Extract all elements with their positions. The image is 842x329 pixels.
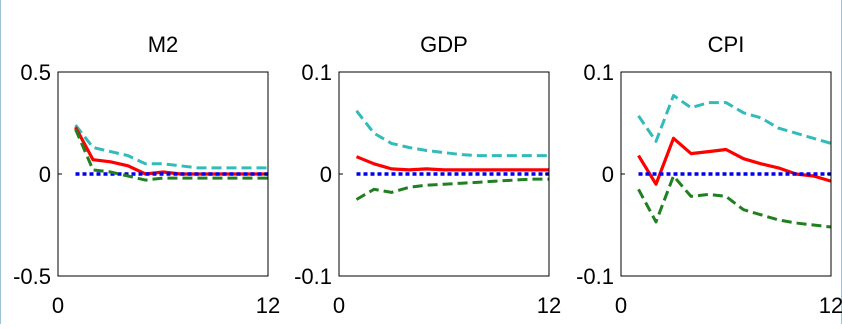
- y-tick-label: -0.1: [294, 264, 332, 289]
- series-line-upper: [637, 94, 832, 145]
- panel-title: CPI: [708, 32, 745, 57]
- series-line-upper: [74, 124, 268, 170]
- y-tick-label: 0: [39, 162, 51, 187]
- y-tick-label: 0: [320, 162, 332, 187]
- x-tick-label: 0: [52, 293, 64, 318]
- y-tick-label: 0.5: [20, 60, 51, 85]
- panel-title: M2: [148, 32, 179, 57]
- x-tick-label: 12: [256, 293, 280, 318]
- series-line-lower: [74, 128, 268, 182]
- y-tick-label: -0.5: [13, 264, 51, 289]
- y-tick-label: 0.1: [301, 60, 332, 85]
- series-line-upper: [355, 109, 549, 158]
- x-tick-label: 0: [333, 293, 345, 318]
- panel-title: GDP: [420, 32, 468, 57]
- y-tick-label: -0.1: [576, 264, 614, 289]
- x-tick-label: 12: [537, 293, 561, 318]
- series-line-solid: [355, 155, 549, 172]
- series-line-solid: [637, 136, 832, 186]
- series-line-solid: [74, 126, 268, 176]
- panel-m2: M20.50-0.50 12: [13, 32, 280, 318]
- x-tick-label: 12: [819, 293, 842, 318]
- series-line-lower: [355, 177, 549, 201]
- series-line-lower: [637, 174, 832, 229]
- y-tick-label: 0.1: [583, 60, 614, 85]
- y-tick-label: 0: [602, 162, 614, 187]
- x-tick-label: 0: [615, 293, 627, 318]
